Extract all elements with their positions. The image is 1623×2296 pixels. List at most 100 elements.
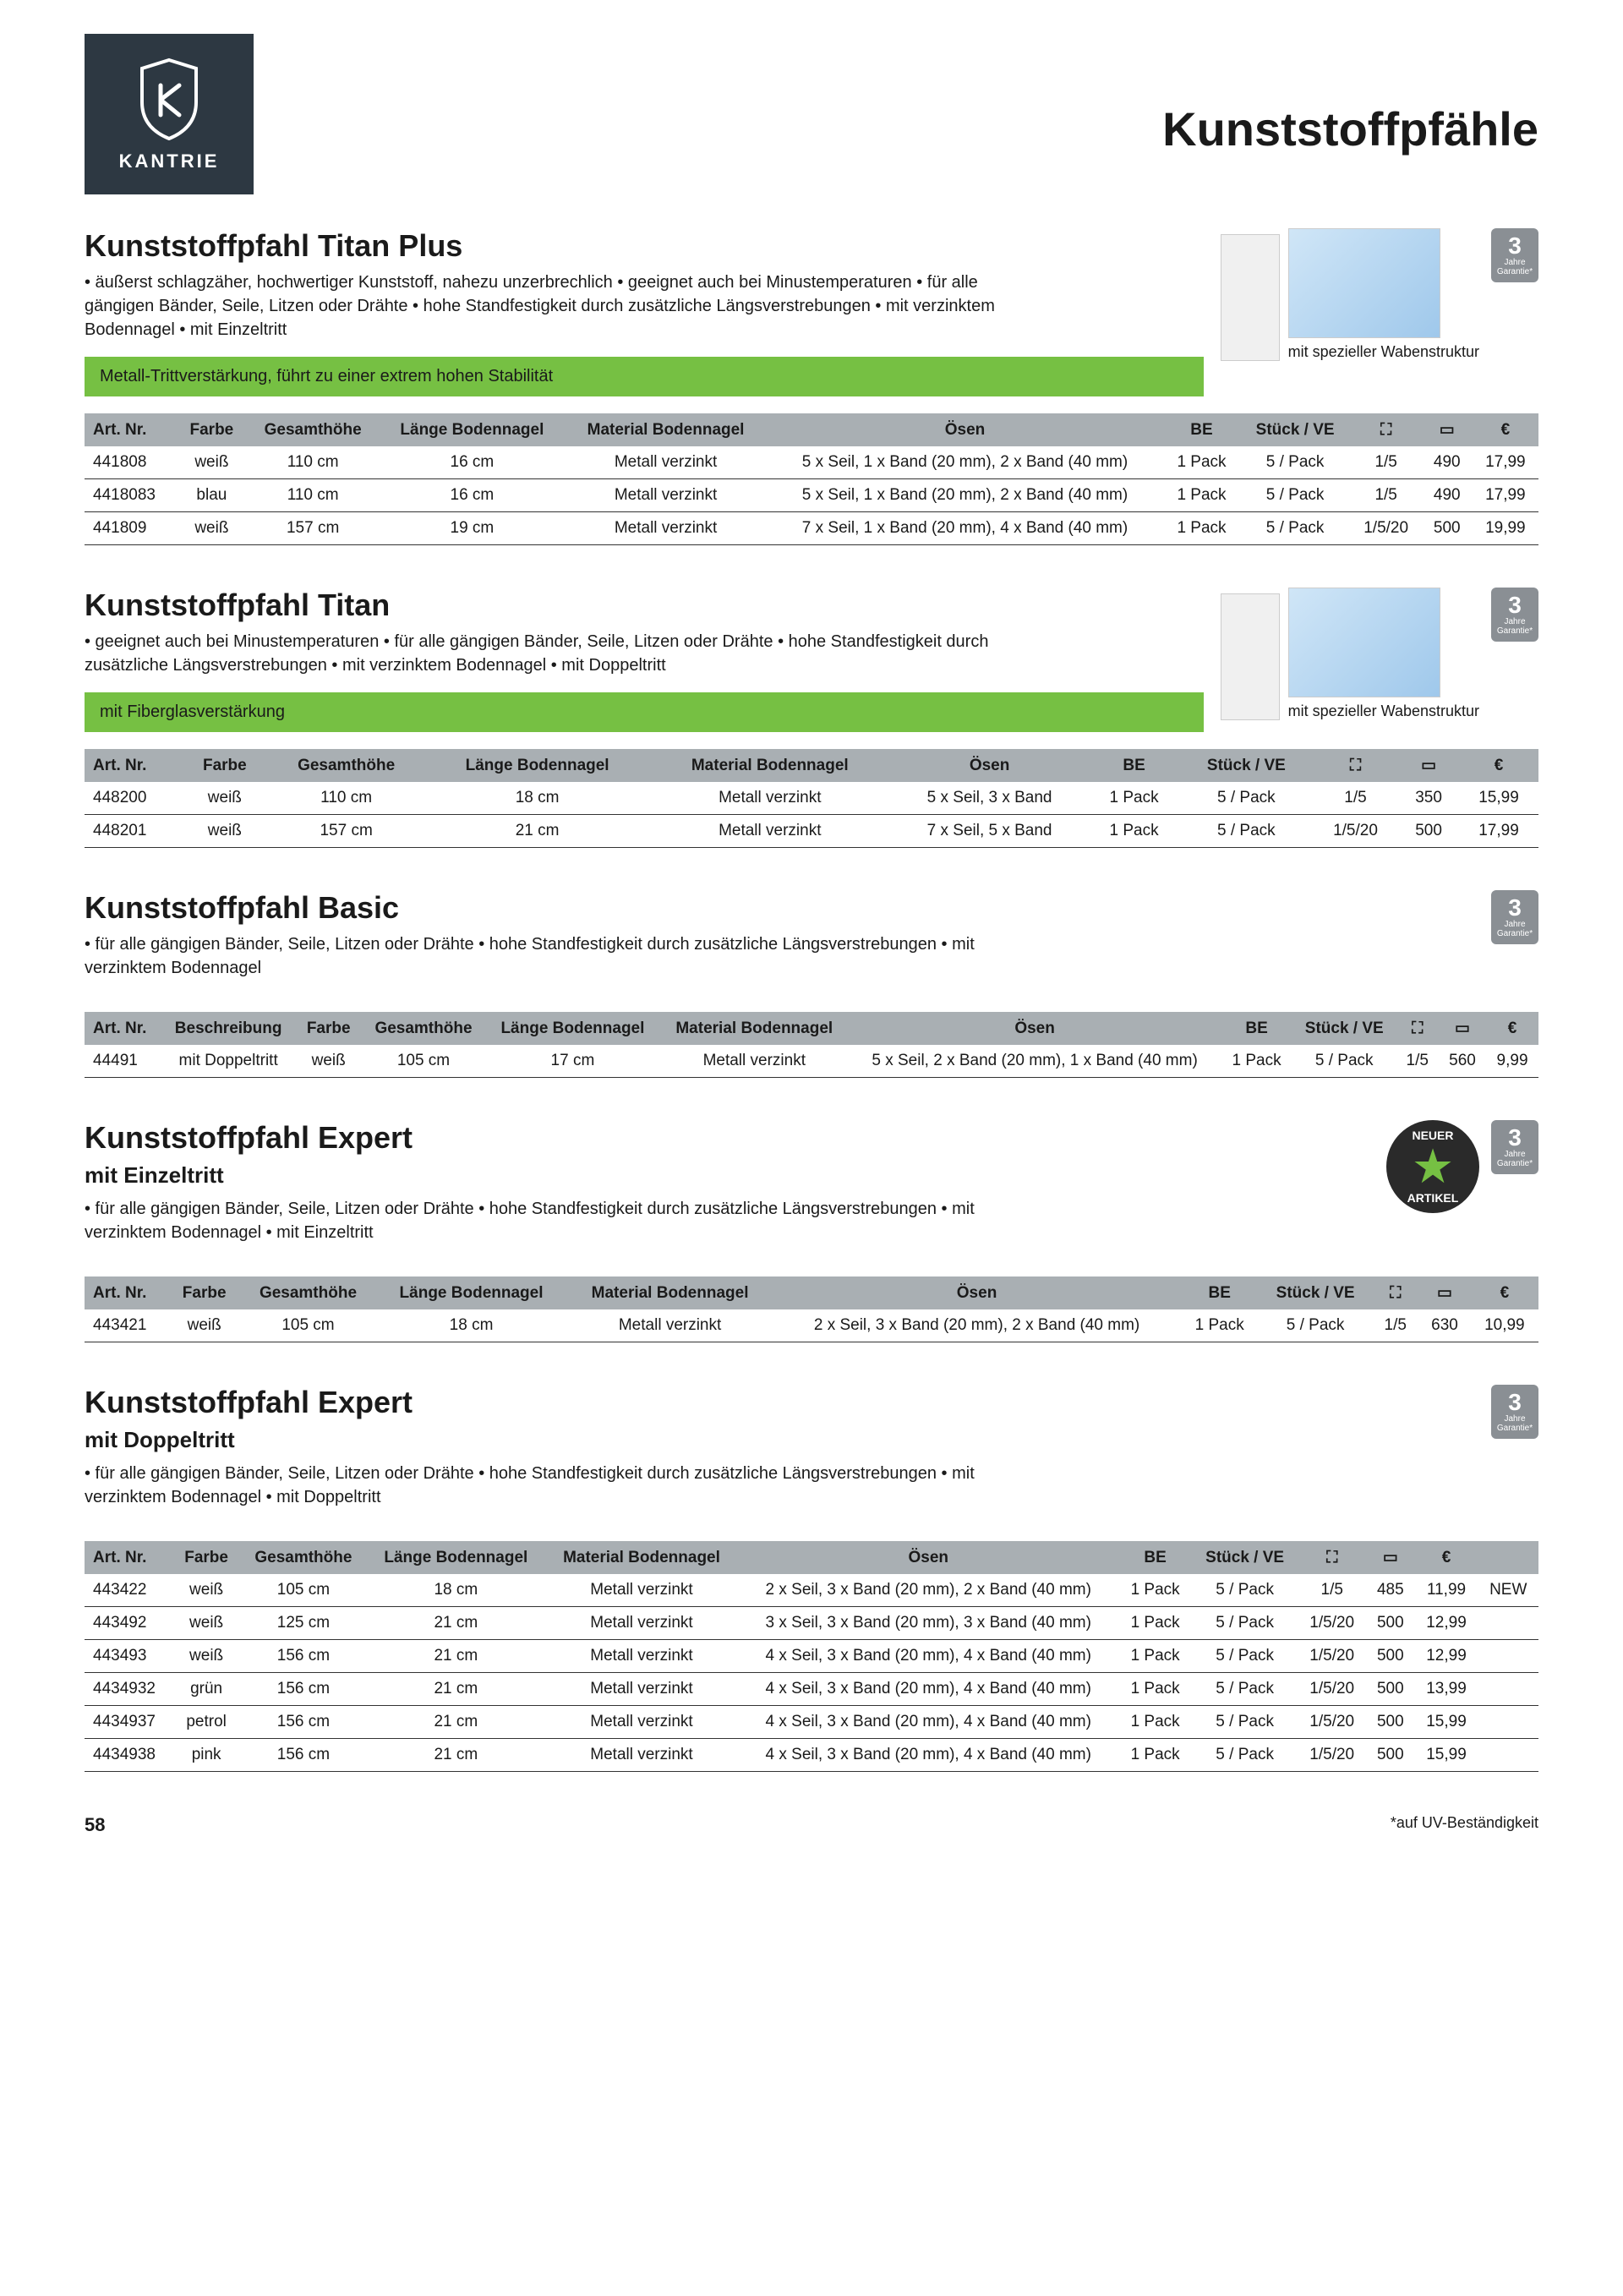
table-header-cell: BE [1163, 413, 1239, 446]
page-number: 58 [85, 1814, 105, 1836]
table-cell: 16 cm [379, 479, 565, 512]
table-cell: weiß [172, 1574, 240, 1607]
table-cell: 21 cm [367, 1640, 545, 1673]
table-cell: 560 [1439, 1045, 1486, 1078]
table-cell: 441809 [85, 512, 177, 545]
table-cell: weiß [183, 815, 267, 848]
table-cell: 7 x Seil, 1 x Band (20 mm), 4 x Band (40… [767, 512, 1164, 545]
table-cell: 441808 [85, 446, 177, 479]
table-cell [1478, 1706, 1539, 1739]
table-cell: 4434937 [85, 1706, 172, 1739]
table-header-cell: Material Bodennagel [660, 1012, 849, 1045]
table-header-cell: Ösen [773, 1276, 1181, 1309]
table-cell: 7 x Seil, 5 x Band [891, 815, 1088, 848]
table-header-cell: BE [1088, 749, 1180, 782]
table-cell: 9,99 [1486, 1045, 1538, 1078]
table-header-cell: Länge Bodennagel [367, 1541, 545, 1574]
table-cell: 5 / Pack [1192, 1673, 1298, 1706]
table-cell: 1/5 [1313, 782, 1398, 815]
table-cell [1478, 1607, 1539, 1640]
product-section: Kunststoffpfahl Titan Plus• äußerst schl… [85, 228, 1538, 545]
table-cell: 1/5 [1350, 446, 1421, 479]
table-cell: 500 [1366, 1673, 1414, 1706]
table-header-cell: Ösen [849, 1012, 1221, 1045]
table-cell: 443422 [85, 1574, 172, 1607]
table-cell: 17 cm [485, 1045, 659, 1078]
table-cell: 2 x Seil, 3 x Band (20 mm), 2 x Band (40… [738, 1574, 1118, 1607]
warranty-badge: 3Jahre Garantie* [1491, 890, 1538, 944]
table-row: 4434938pink156 cm21 cmMetall verzinkt4 x… [85, 1739, 1538, 1772]
table-cell: 11,99 [1415, 1574, 1478, 1607]
table-cell: Metall verzinkt [565, 446, 766, 479]
table-cell: 1/5/20 [1298, 1640, 1366, 1673]
table-cell: 1 Pack [1180, 1309, 1259, 1342]
table-cell: 156 cm [240, 1673, 367, 1706]
category-title: Kunststoffpfähle [1162, 101, 1538, 156]
table-cell: Metall verzinkt [565, 512, 766, 545]
table-cell: 1/5 [1396, 1045, 1439, 1078]
table-cell: 157 cm [267, 815, 426, 848]
table-row: 448201weiß157 cm21 cmMetall verzinkt7 x … [85, 815, 1538, 848]
table-header-cell: Stück / VE [1180, 749, 1313, 782]
table-header-cell: Gesamthöhe [267, 749, 426, 782]
table-header-cell: Farbe [168, 1276, 240, 1309]
table-cell: 1 Pack [1118, 1640, 1192, 1673]
table-header-cell: € [1459, 749, 1538, 782]
table-cell: 5 / Pack [1192, 1574, 1298, 1607]
table-row: 443492weiß125 cm21 cmMetall verzinkt3 x … [85, 1607, 1538, 1640]
table-cell: 19,99 [1473, 512, 1538, 545]
table-row: 441809weiß157 cm19 cmMetall verzinkt7 x … [85, 512, 1538, 545]
detail-image [1288, 588, 1440, 697]
image-caption: mit spezieller Wabenstruktur [1288, 343, 1479, 361]
table-header-cell: Material Bodennagel [565, 413, 766, 446]
table-cell: 1/5 [1350, 479, 1421, 512]
table-cell: 443421 [85, 1309, 168, 1342]
table-header-cell: Ösen [767, 413, 1164, 446]
footnote: *auf UV-Beständigkeit [1391, 1814, 1538, 1836]
table-cell: 500 [1398, 815, 1459, 848]
table-cell: 5 / Pack [1192, 1739, 1298, 1772]
table-cell: 485 [1366, 1574, 1414, 1607]
table-cell: grün [172, 1673, 240, 1706]
table-cell: 4434932 [85, 1673, 172, 1706]
table-cell: Metall verzinkt [545, 1640, 738, 1673]
table-cell: 1 Pack [1118, 1673, 1192, 1706]
new-article-badge: NEUER★ARTIKEL [1386, 1120, 1479, 1213]
table-header-cell: Art. Nr. [85, 1012, 161, 1045]
table-cell: 5 / Pack [1180, 815, 1313, 848]
product-title: Kunststoffpfahl Expert [85, 1120, 1369, 1156]
table-header-cell [1478, 1541, 1539, 1574]
table-cell: 5 / Pack [1259, 1309, 1372, 1342]
table-header-cell: ⛶ [1313, 749, 1398, 782]
table-cell: 500 [1422, 512, 1473, 545]
table-cell: 3 x Seil, 3 x Band (20 mm), 3 x Band (40… [738, 1607, 1118, 1640]
table-cell: weiß [168, 1309, 240, 1342]
table-cell: 448201 [85, 815, 183, 848]
table-cell: 5 / Pack [1192, 1607, 1298, 1640]
product-title: Kunststoffpfahl Titan [85, 588, 1204, 623]
table-cell: 1/5/20 [1298, 1607, 1366, 1640]
table-cell: pink [172, 1739, 240, 1772]
table-header-cell: ▭ [1439, 1012, 1486, 1045]
product-section: Kunststoffpfahl Expertmit Einzeltritt• f… [85, 1120, 1538, 1342]
table-row: 443421weiß105 cm18 cmMetall verzinkt2 x … [85, 1309, 1538, 1342]
table-cell: 1 Pack [1163, 512, 1239, 545]
table-cell: 1/5/20 [1298, 1673, 1366, 1706]
table-cell: Metall verzinkt [545, 1706, 738, 1739]
table-header-cell: ⛶ [1298, 1541, 1366, 1574]
table-cell: 5 x Seil, 1 x Band (20 mm), 2 x Band (40… [767, 446, 1164, 479]
table-cell: 1 Pack [1118, 1739, 1192, 1772]
detail-image [1288, 228, 1440, 338]
table-header-cell: € [1415, 1541, 1478, 1574]
table-cell: 17,99 [1473, 479, 1538, 512]
table-header-cell: Ösen [891, 749, 1088, 782]
table-cell: Metall verzinkt [660, 1045, 849, 1078]
table-cell: 13,99 [1415, 1673, 1478, 1706]
table-cell: Metall verzinkt [545, 1574, 738, 1607]
table-cell: 1 Pack [1118, 1574, 1192, 1607]
table-cell: 15,99 [1459, 782, 1538, 815]
table-cell: 500 [1366, 1739, 1414, 1772]
product-subtitle: mit Einzeltritt [85, 1162, 1369, 1189]
table-cell: 500 [1366, 1706, 1414, 1739]
table-header-cell: Gesamthöhe [240, 1541, 367, 1574]
